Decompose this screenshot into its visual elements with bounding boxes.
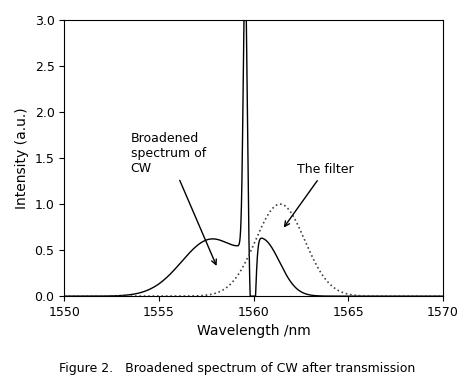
Text: Figure 2.   Broadened spectrum of CW after transmission: Figure 2. Broadened spectrum of CW after… [59,362,415,375]
X-axis label: Wavelength /nm: Wavelength /nm [197,324,310,338]
Y-axis label: Intensity (a.u.): Intensity (a.u.) [15,107,29,209]
Text: The filter: The filter [284,163,354,226]
Text: Broadened
spectrum of
CW: Broadened spectrum of CW [130,132,216,265]
